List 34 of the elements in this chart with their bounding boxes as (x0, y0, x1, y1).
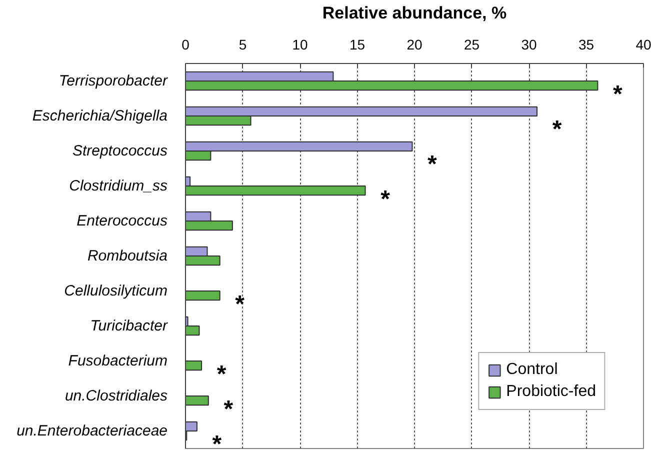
y-tick-label: Turicibacter (90, 318, 169, 334)
annotation: * (235, 290, 246, 318)
annotation: * (212, 430, 222, 450)
legend-label: Probiotic-fed (506, 383, 596, 401)
y-tick-label: Escherichia/Shigella (32, 108, 168, 124)
bar (186, 290, 220, 301)
x-tick-label: 30 (521, 36, 537, 52)
y-tick-label: Fusobacterium (68, 352, 168, 370)
annotation: * (216, 360, 227, 388)
annotation: * (224, 396, 234, 423)
x-tick-label: 25 (464, 36, 480, 52)
y-tick-label: Romboutsia (87, 248, 168, 264)
y-tick-label: Clostridium_ss (69, 178, 168, 194)
y-tick-label: Enterococcus (76, 212, 168, 230)
y-tick-label: un.Clostridiales (64, 388, 168, 404)
bar (186, 360, 202, 371)
annotation: * (428, 150, 438, 178)
y-tick-label: Streptococcus (72, 142, 168, 160)
x-tick-label: 0 (182, 36, 190, 52)
legend-label: Control (506, 361, 558, 379)
bar (186, 396, 209, 406)
annotation: * (613, 80, 624, 108)
x-tick-label: 40 (636, 36, 651, 52)
y-tick-label: un.Enterobacteriaceae (16, 422, 168, 440)
annotation: * (552, 116, 562, 143)
x-axis-title: Relative abundance, % (322, 4, 507, 22)
x-tick-label: 35 (578, 36, 594, 52)
x-tick-label: 5 (238, 36, 247, 52)
y-tick-label: Cellulosilyticum (64, 282, 168, 300)
y-tick-label: Terrisporobacter (58, 72, 169, 90)
x-tick-label: 20 (406, 36, 422, 52)
x-tick-label: 10 (292, 36, 308, 52)
annotation: * (380, 186, 391, 213)
x-tick-label: 15 (349, 36, 366, 52)
